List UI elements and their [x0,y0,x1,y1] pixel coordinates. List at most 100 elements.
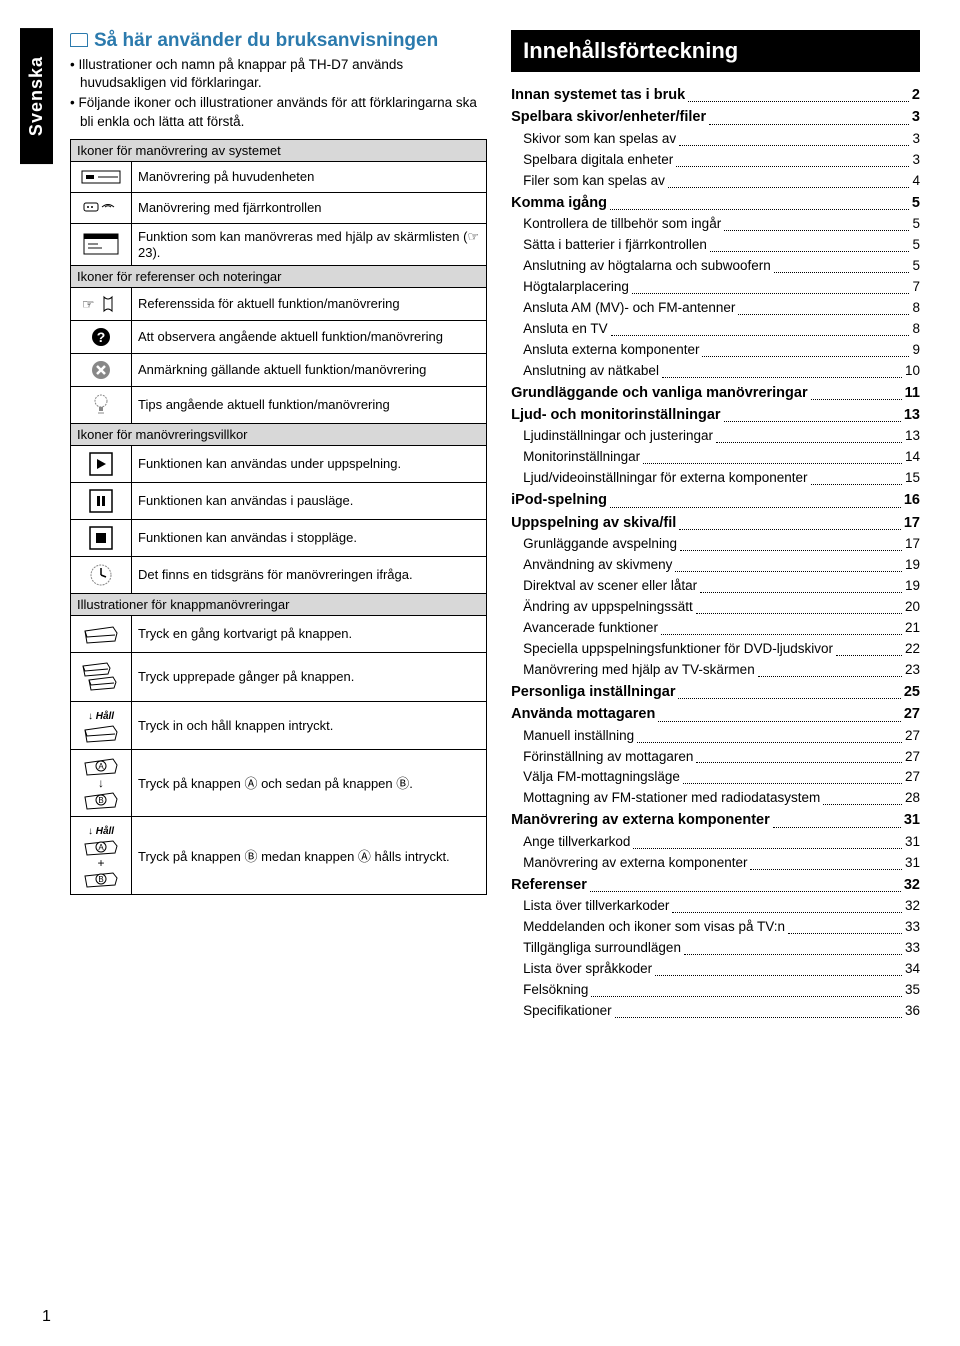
toc-label: Spelbara digitala enheter [523,150,673,171]
guide-text: Tryck en gång kortvarigt på knappen. [132,615,487,652]
toc-item: iPod-spelning16 [511,489,920,511]
guide-text: Tryck på knappen Ⓐ och sedan på knappen … [132,749,487,816]
toc-page: 5 [912,214,920,235]
book-icon [70,33,88,47]
toc-leader [637,726,902,743]
toc-item: Filer som kan spelas av4 [511,171,920,192]
toc-page: 9 [912,340,920,361]
toc-label: Referenser [511,874,587,896]
group-header: Ikoner för manövreringsvillkor [71,423,487,445]
guide-text: Funktionen kan användas under uppspelnin… [132,445,487,482]
toc-item: Manövrering av externa komponenter31 [511,809,920,831]
toc-item: Ljud/videoinställningar för externa komp… [511,468,920,489]
toc-item: Spelbara skivor/enheter/filer3 [511,106,920,128]
toc-label: Lista över tillverkarkoder [523,896,669,917]
toc-item: Mottagning av FM-stationer med radiodata… [511,788,920,809]
toc-page: 27 [904,703,920,725]
toc-label: Kontrollera de tillbehör som ingår [523,214,721,235]
guide-text: Referenssida för aktuell funktion/manövr… [132,287,487,320]
toc-item: Lista över tillverkarkoder32 [511,896,920,917]
toc-label: Avancerade funktioner [523,618,658,639]
toc-item: Grunläggande avspelning17 [511,534,920,555]
toc-page: 34 [905,959,920,980]
toc-item: Skivor som kan spelas av3 [511,129,920,150]
toc-label: Tillgängliga surroundlägen [523,938,681,959]
toc-item: Komma igång5 [511,192,920,214]
toc-label: Felsökning [523,980,588,1001]
toc-leader [661,618,902,635]
toc-leader [750,853,902,870]
toc-item: Manövrering med hjälp av TV-skärmen23 [511,660,920,681]
toc-label: Användning av skivmeny [523,555,672,576]
guide-text: Att observera angående aktuell funktion/… [132,320,487,353]
toc-item: Uppspelning av skiva/fil17 [511,512,920,534]
toc-label: Ansluta AM (MV)- och FM-antenner [523,298,735,319]
left-column: Så här använder du bruksanvisningen Illu… [70,30,487,1022]
press-ab-icon: A↓B [71,749,132,816]
toc-page: 35 [905,980,920,1001]
toc-item: Anslutning av högtalarna och subwoofern5 [511,256,920,277]
language-tab: Svenska [20,28,53,164]
press-once-icon [71,615,132,652]
toc-header: Innehållsförteckning [511,30,920,72]
toc-leader [724,214,909,231]
toc-label: Ansluta en TV [523,319,608,340]
toc-leader [632,277,910,294]
toc-page: 4 [912,171,920,192]
toc-leader [610,489,901,507]
toc-page: 8 [912,319,920,340]
toc-item: Felsökning 35 [511,980,920,1001]
guide-row: Tips angående aktuell funktion/manövreri… [71,386,487,423]
toc-leader [610,192,909,210]
play-icon [71,445,132,482]
toc-label: Anslutning av nätkabel [523,361,659,382]
toc-leader [633,832,902,849]
guide-row: Tryck upprepade gånger på knappen. [71,652,487,701]
toc-page: 27 [905,726,920,747]
guide-title: Så här använder du bruksanvisningen [70,30,487,52]
icon-guide-table: Ikoner för manövrering av systemetManövr… [70,139,487,895]
toc-leader [643,447,902,464]
toc-label: Komma igång [511,192,607,214]
toc-page: 27 [905,747,920,768]
toc-label: Meddelanden och ikoner som visas på TV:n [523,917,785,938]
svg-text:B: B [98,875,103,884]
svg-text:B: B [98,796,103,805]
toc-page: 22 [905,639,920,660]
guide-text: Tryck på knappen Ⓑ medan knappen Ⓐ hålls… [132,816,487,894]
svg-text:?: ? [97,329,106,345]
press-hold-ab-icon: ↓ HållA+B [71,816,132,894]
toc-item: Manövrering av externa komponenter 31 [511,853,920,874]
guide-text: Tryck in och håll knappen intryckt. [132,701,487,749]
toc-page: 3 [912,150,920,171]
toc-label: Manövrering med hjälp av TV-skärmen [523,660,755,681]
toc-label: Manuell inställning [523,726,634,747]
guide-row: ↓ HållA+BTryck på knappen Ⓑ medan knappe… [71,816,487,894]
toc-item: Högtalarplacering7 [511,277,920,298]
toc-page: 33 [905,917,920,938]
tip-icon [71,386,132,423]
toc-page: 32 [904,874,920,896]
toc-leader [709,106,909,124]
toc-item: Speciella uppspelningsfunktioner för DVD… [511,639,920,660]
toc-item: Använda mottagaren27 [511,703,920,725]
svg-text:A: A [98,762,104,771]
toc-leader [836,639,902,656]
intro-bullet: Illustrationer och namn på knappar på TH… [70,56,487,92]
svg-text:☞: ☞ [82,296,95,312]
toc-label: Uppspelning av skiva/fil [511,512,676,534]
toc-item: Ljud- och monitorinställningar13 [511,404,920,426]
toc-page: 31 [905,853,920,874]
guide-row: Tryck en gång kortvarigt på knappen. [71,615,487,652]
toc-item: Personliga inställningar25 [511,681,920,703]
toc-item: Innan systemet tas i bruk2 [511,84,920,106]
toc-item: Tillgängliga surroundlägen33 [511,938,920,959]
toc-page: 11 [905,382,920,404]
toc-item: Ansluta AM (MV)- och FM-antenner8 [511,298,920,319]
guide-row: Funktionen kan användas i pausläge. [71,482,487,519]
toc-label: Manövrering av externa komponenter [523,853,747,874]
toc-page: 3 [912,129,920,150]
toc-page: 21 [905,618,920,639]
guide-text: Funktionen kan användas i stoppläge. [132,519,487,556]
toc-label: Sätta i batterier i fjärrkontrollen [523,235,707,256]
